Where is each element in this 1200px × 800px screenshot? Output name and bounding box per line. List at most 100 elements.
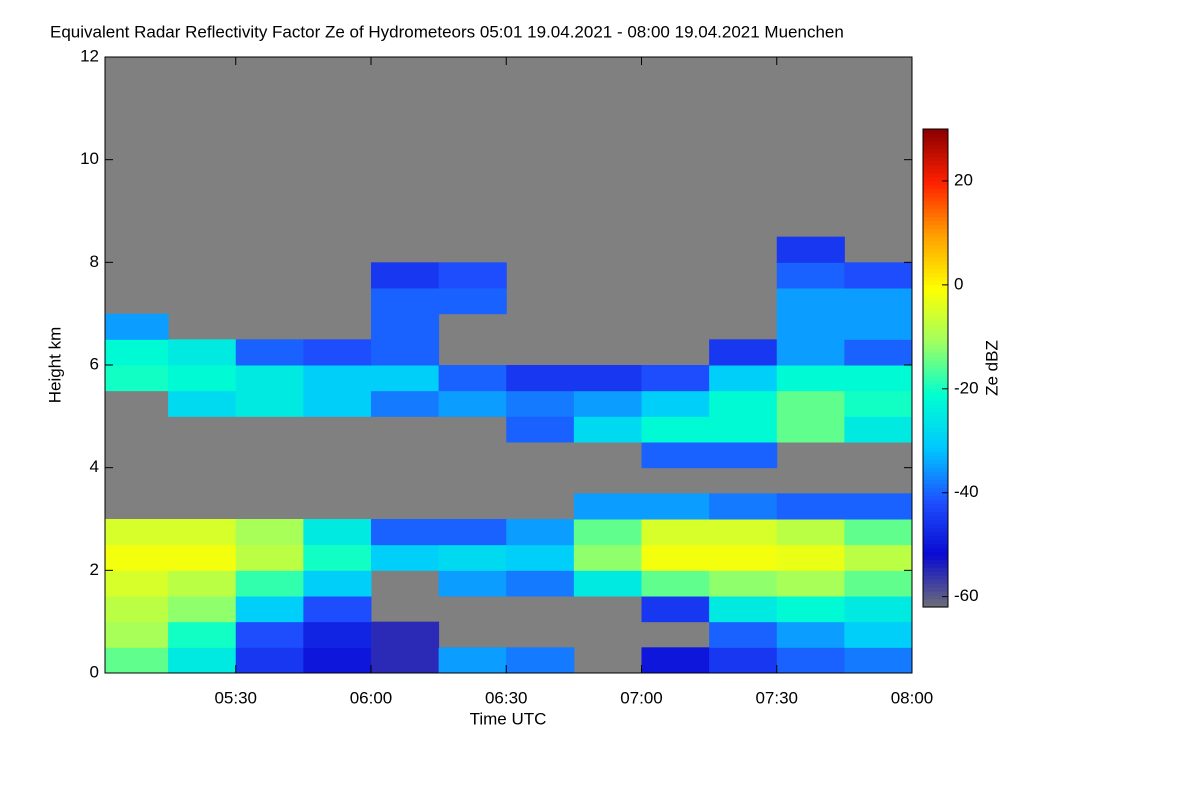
- x-tick-label: 06:30: [485, 688, 528, 707]
- heatmap-cell: [105, 647, 169, 673]
- colorbar-segment: [923, 244, 948, 250]
- heatmap-cell: [844, 262, 912, 289]
- heatmap-cell: [303, 365, 372, 392]
- colorbar-segment: [923, 591, 948, 596]
- colorbar-segment: [923, 272, 948, 277]
- colorbar-segment: [923, 260, 948, 266]
- colorbar-segment: [923, 395, 948, 401]
- colorbar-segment: [923, 152, 948, 158]
- colorbar-segment: [923, 236, 948, 242]
- colorbar-tick-label: -60: [954, 586, 979, 605]
- heatmap-cell: [641, 390, 710, 417]
- heatmap-cell: [641, 442, 710, 469]
- colorbar-segment: [923, 184, 948, 190]
- heatmap-cell: [506, 416, 575, 443]
- colorbar-segment: [923, 176, 948, 182]
- colorbar-tick-label: 0: [954, 274, 963, 293]
- heatmap-cell: [844, 596, 912, 623]
- colorbar-segment: [923, 387, 948, 393]
- heatmap-cell: [303, 621, 372, 648]
- heatmap-cell: [168, 596, 237, 623]
- heatmap-cell: [573, 544, 642, 571]
- heatmap-cell: [844, 339, 912, 366]
- colorbar-segment: [923, 168, 948, 174]
- colorbar-segment: [923, 320, 948, 325]
- heatmap-cell: [235, 621, 304, 648]
- heatmap-cell: [641, 519, 710, 546]
- colorbar-segment: [923, 551, 948, 556]
- x-axis-label: Time UTC: [470, 709, 547, 728]
- colorbar-segment: [923, 160, 948, 166]
- colorbar-segment: [923, 595, 948, 600]
- colorbar-segment: [923, 300, 948, 305]
- colorbar-segment: [923, 543, 948, 548]
- heatmap-cell: [105, 313, 169, 340]
- heatmap-cell: [709, 416, 778, 443]
- colorbar-segment: [923, 296, 948, 301]
- heatmap-cell: [370, 647, 440, 673]
- colorbar-segment: [923, 352, 948, 357]
- colorbar-tick-label: -40: [954, 482, 979, 501]
- heatmap-cell: [776, 262, 845, 289]
- heatmap-cell: [105, 596, 169, 623]
- colorbar-segment: [923, 523, 948, 528]
- colorbar-segment: [923, 487, 948, 493]
- colorbar-segment: [923, 539, 948, 544]
- colorbar-segment: [923, 216, 948, 222]
- colorbar-segment: [923, 204, 948, 210]
- heatmap-cell: [105, 570, 169, 597]
- heatmap-cell: [709, 365, 778, 392]
- x-tick-label: 08:00: [891, 688, 934, 707]
- colorbar-segment: [923, 507, 948, 512]
- heatmap-cell: [776, 544, 845, 571]
- colorbar-segment: [923, 188, 948, 194]
- colorbar-segment: [923, 328, 948, 333]
- colorbar-label: Ze dBZ: [982, 340, 1001, 396]
- colorbar-segment: [923, 483, 948, 489]
- colorbar-segment: [923, 368, 948, 373]
- colorbar-segment: [923, 495, 948, 501]
- colorbar-segment: [923, 340, 948, 345]
- colorbar-segment: [923, 180, 948, 186]
- colorbar-segment: [923, 459, 948, 465]
- heatmap-cell: [844, 416, 912, 443]
- heatmap-cell: [168, 570, 237, 597]
- heatmap-cell: [370, 390, 440, 417]
- colorbar-segment: [923, 312, 948, 317]
- heatmap-cell: [709, 493, 778, 520]
- colorbar-segment: [923, 288, 948, 293]
- colorbar-segment: [923, 535, 948, 540]
- heatmap-cell: [303, 544, 372, 571]
- heatmap-cell: [776, 288, 845, 315]
- heatmap-cell: [776, 493, 845, 520]
- colorbar-segment: [923, 491, 948, 497]
- heatmap-cell: [370, 262, 440, 289]
- heatmap-cell: [776, 390, 845, 417]
- y-tick-label: 0: [90, 662, 99, 681]
- colorbar-segment: [923, 583, 948, 588]
- colorbar-segment: [923, 443, 948, 449]
- heatmap-cell: [303, 570, 372, 597]
- heatmap-cell: [844, 390, 912, 417]
- colorbar-segment: [923, 280, 948, 285]
- colorbar-segment: [923, 248, 948, 254]
- colorbar-segment: [923, 284, 948, 289]
- heatmap-cell: [776, 313, 845, 340]
- heatmap-cell: [844, 493, 912, 520]
- colorbar-segment: [923, 136, 948, 142]
- colorbar-segment: [923, 403, 948, 409]
- colorbar-segment: [923, 379, 948, 385]
- colorbar-segment: [923, 224, 948, 230]
- colorbar-segment: [923, 212, 948, 218]
- colorbar-segment: [923, 172, 948, 178]
- colorbar-tick-label: 20: [954, 170, 973, 189]
- colorbar-segment: [923, 196, 948, 202]
- heatmap-cell: [168, 365, 237, 392]
- heatmap-cell: [709, 390, 778, 417]
- colorbar-segment: [923, 435, 948, 441]
- heatmap-cell: [709, 339, 778, 366]
- heatmap-cell: [776, 416, 845, 443]
- heatmap-cell: [235, 519, 304, 546]
- heatmap-cell: [168, 621, 237, 648]
